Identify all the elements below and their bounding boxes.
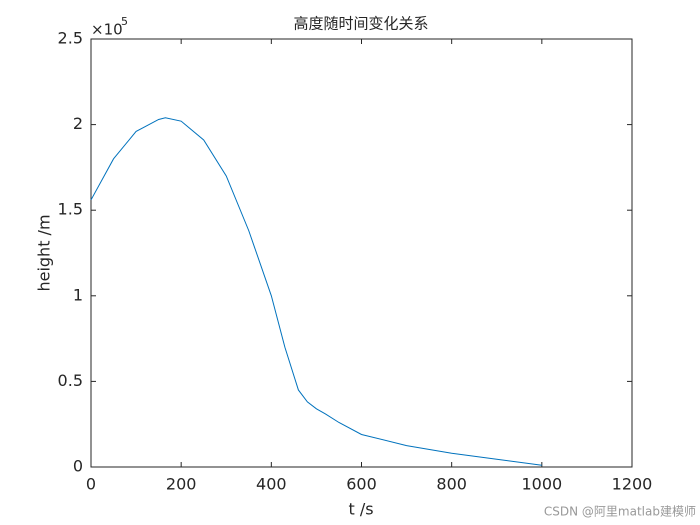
- data-line: [90, 117, 542, 466]
- y-multiplier: ×10: [91, 21, 123, 39]
- x-tick-label: 400: [256, 475, 287, 494]
- y-tick-label: 0: [73, 457, 83, 476]
- watermark: CSDN @阿里matlab建模师: [544, 505, 696, 519]
- plot-area: [90, 38, 633, 468]
- x-tick-label: 200: [166, 475, 197, 494]
- y-tick-label: 1: [73, 285, 83, 304]
- x-axis-label: t /s: [348, 500, 373, 519]
- x-tick-label: 0: [86, 475, 96, 494]
- y-tick-label: 2.5: [58, 29, 83, 48]
- y-tick-label: 2: [73, 114, 83, 133]
- y-tick-label: 0.5: [58, 371, 83, 390]
- y-axis-label: height /m: [35, 214, 54, 291]
- x-tick-label: 800: [436, 475, 467, 494]
- x-tick-label: 1000: [521, 475, 562, 494]
- chart-title: 高度随时间变化关系: [293, 15, 428, 33]
- x-tick-label: 1200: [612, 475, 653, 494]
- y-multiplier-exponent: 5: [121, 15, 128, 28]
- x-tick-label: 600: [346, 475, 377, 494]
- y-tick-label: 1.5: [58, 200, 83, 219]
